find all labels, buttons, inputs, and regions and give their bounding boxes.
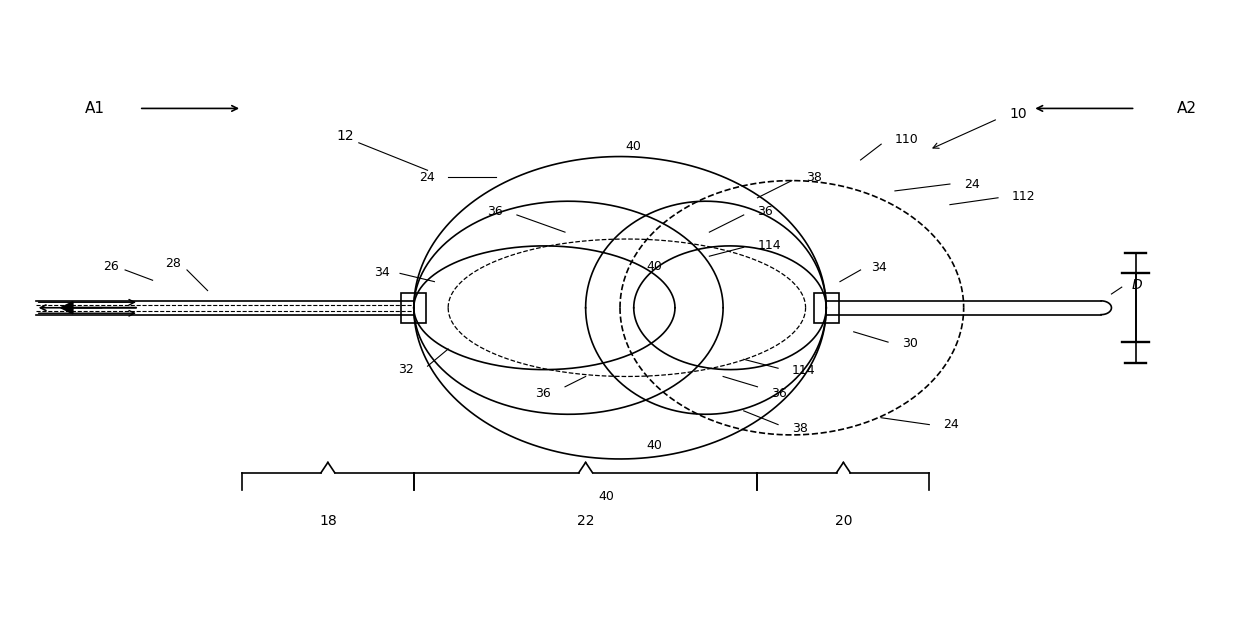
- Text: 22: 22: [577, 514, 594, 528]
- Text: 34: 34: [870, 262, 887, 275]
- Text: 26: 26: [103, 260, 119, 273]
- Text: 38: 38: [806, 170, 821, 184]
- Text: 38: 38: [792, 422, 807, 435]
- Text: 30: 30: [901, 337, 918, 350]
- Text: 36: 36: [771, 387, 787, 400]
- Text: 110: 110: [895, 133, 919, 146]
- Text: 12: 12: [336, 129, 353, 143]
- Text: 24: 24: [944, 418, 959, 431]
- Text: 32: 32: [398, 363, 414, 376]
- Text: 40: 40: [599, 490, 614, 503]
- Text: 112: 112: [1012, 190, 1035, 203]
- Text: 24: 24: [419, 170, 434, 184]
- Text: A2: A2: [1177, 101, 1197, 116]
- Text: 34: 34: [374, 266, 389, 278]
- Text: 40: 40: [646, 260, 662, 273]
- Text: 20: 20: [835, 514, 852, 528]
- Text: D: D: [1132, 278, 1143, 292]
- Text: 36: 36: [487, 205, 503, 218]
- Text: 40: 40: [646, 439, 662, 452]
- Text: 40: 40: [626, 140, 641, 153]
- Text: 28: 28: [165, 257, 181, 269]
- Text: 24: 24: [963, 177, 980, 190]
- Text: 10: 10: [1009, 107, 1028, 121]
- Text: 36: 36: [758, 205, 774, 218]
- Text: 18: 18: [319, 514, 337, 528]
- Text: 114: 114: [758, 239, 781, 253]
- Bar: [813, 293, 838, 323]
- Bar: [402, 293, 427, 323]
- Text: A1: A1: [84, 101, 104, 116]
- Text: 114: 114: [792, 365, 816, 377]
- Text: 36: 36: [536, 387, 552, 400]
